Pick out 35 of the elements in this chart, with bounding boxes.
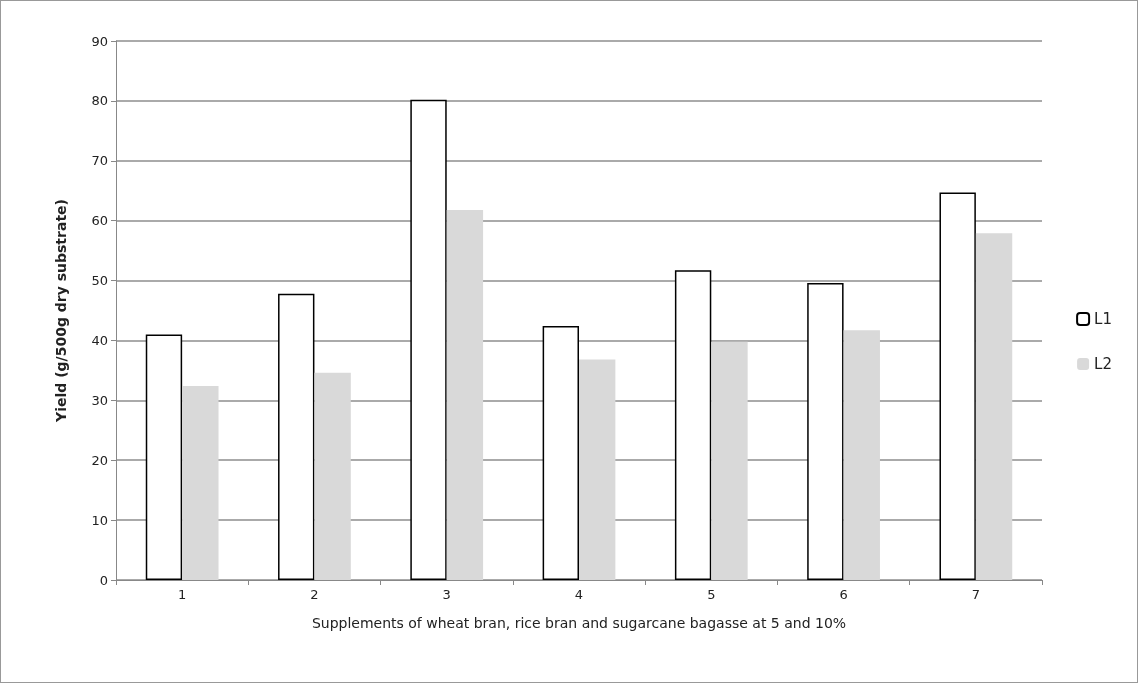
bar [145,334,183,580]
y-tick-label: 30 [91,392,108,408]
bar [843,330,880,580]
bar [674,270,712,580]
y-tick-label: 40 [91,332,108,348]
bar [446,209,484,580]
y-tick-label: 50 [91,273,108,289]
bar [939,192,976,580]
y-tick-label: 70 [91,153,108,169]
bar [314,372,351,580]
bar [410,99,447,580]
bar [807,282,844,580]
x-tick-label: 1 [178,587,187,602]
y-tick-label: 0 [99,572,108,588]
y-tick-label: 80 [91,93,108,109]
y-tick-label: 90 [91,33,108,49]
bar [975,233,1013,580]
x-tick-label: 6 [839,587,848,602]
y-tick-label: 10 [91,512,108,528]
x-tick-label: 3 [442,587,451,602]
y-axis-title: Yield (g/500g dry substrate) [53,199,69,423]
legend-label: L1 [1094,310,1113,328]
bar [278,293,315,580]
legend-label: L2 [1094,355,1113,373]
x-tick-label: 2 [310,587,319,602]
x-tick-label: 4 [574,587,584,602]
bar [182,385,219,580]
y-tick-label: 60 [91,213,108,229]
y-tick-label: 20 [91,452,108,468]
bar [711,341,748,580]
x-tick-label: 5 [707,587,716,602]
bar [542,326,579,580]
x-axis-title: Supplements of wheat bran, rice bran and sugarcane bagasse at 5 and 10% [311,615,847,631]
bar [579,359,616,580]
x-tick-label: 7 [971,587,980,602]
